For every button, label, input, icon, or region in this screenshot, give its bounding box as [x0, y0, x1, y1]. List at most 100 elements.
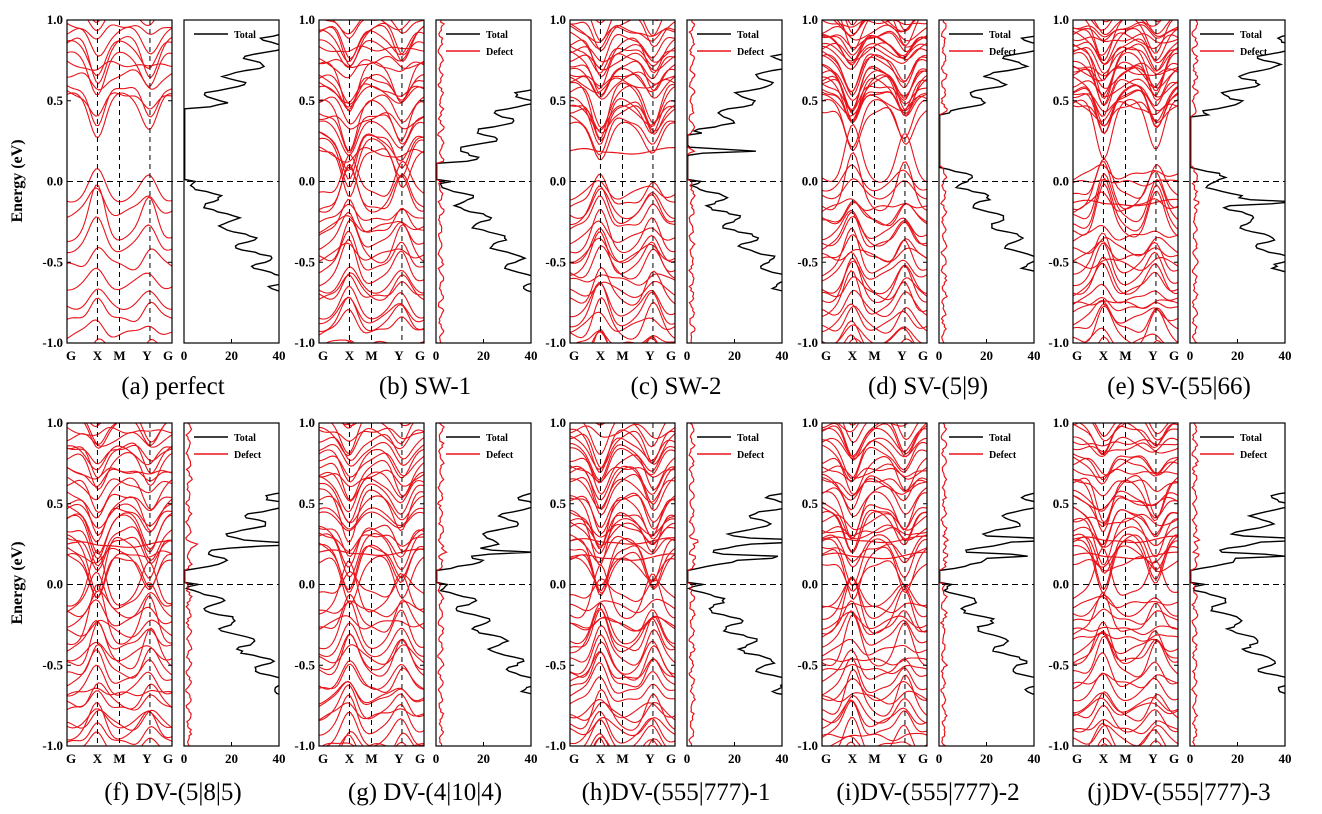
legend-defect-label: Defect: [234, 450, 262, 461]
y-tick-label: -0.5: [1048, 657, 1069, 672]
defect-level: [1073, 198, 1178, 207]
total-dos-curve: [939, 492, 1034, 696]
legend-defect-label: Defect: [989, 450, 1017, 461]
conduction-band: [570, 518, 675, 538]
dos-tick-label: 40: [525, 751, 538, 766]
panel-caption: (a) perfect: [121, 373, 224, 400]
conduction-band: [570, 0, 675, 17]
conduction-band: [319, 0, 424, 19]
y-tick-label: -1.0: [1048, 738, 1069, 753]
conduction-band: [1073, 436, 1178, 458]
dos-tick-label: 40: [273, 348, 286, 363]
panel-caption: (h)DV-(555|777)-1: [582, 779, 771, 806]
dos-tick-label: 40: [1028, 348, 1041, 363]
k-label: Y: [897, 751, 907, 766]
y-tick-label: -0.5: [42, 254, 63, 269]
conduction-band: [836, 20, 915, 37]
valence-band: [319, 272, 424, 301]
valence-band: [570, 698, 675, 719]
legend-total-label: Total: [486, 433, 508, 444]
y-tick-label: -1.0: [1048, 335, 1069, 350]
conduction-band: [837, 423, 909, 433]
y-tick-label: 1.0: [550, 12, 566, 27]
dos-tick-label: 40: [273, 751, 286, 766]
conduction-band: [67, 442, 172, 479]
dos-tick-label: 0: [433, 348, 440, 363]
y-tick-label: -0.5: [797, 657, 818, 672]
valence-band: [570, 180, 675, 201]
valence-band: [583, 719, 667, 746]
conduction-band: [822, 423, 927, 461]
y-tick-label: -1.0: [545, 335, 566, 350]
conduction-band: [570, 50, 675, 90]
valence-band: [570, 661, 675, 697]
conduction-band: [570, 509, 675, 566]
y-tick-label: 0.5: [802, 93, 819, 108]
conduction-band: [319, 55, 424, 70]
conduction-band: [319, 459, 424, 502]
conduction-band: [319, 426, 424, 457]
y-tick-label: 0.0: [299, 174, 315, 189]
conduction-band: [582, 423, 667, 455]
valence-band: [822, 270, 927, 318]
valence-band: [67, 619, 172, 652]
valence-band: [574, 330, 675, 343]
y-tick-label: -1.0: [797, 335, 818, 350]
conduction-band: [822, 42, 927, 61]
legend-defect-label: Defect: [989, 47, 1017, 58]
conduction-band: [1073, 404, 1178, 413]
valence-band: [593, 736, 663, 746]
k-label: G: [1072, 348, 1082, 363]
conduction-band: [1073, 0, 1178, 18]
panel-caption: (d) SV-(5|9): [868, 373, 988, 400]
k-label: G: [569, 348, 579, 363]
conduction-band: [1073, 84, 1178, 135]
dos-tick-label: 0: [684, 751, 691, 766]
conduction-band: [67, 426, 172, 437]
panel-caption: (j)DV-(555|777)-3: [1087, 779, 1270, 806]
valence-band: [1073, 718, 1178, 735]
valence-band: [570, 701, 675, 724]
legend-total-label: Total: [1240, 433, 1262, 444]
legend-total-label: Total: [737, 30, 759, 41]
panel-f: 1.00.50.0-0.5-1.0G X M Y G 0 20 40TotalDefect(f…: [42, 415, 286, 806]
valence-band: [319, 274, 424, 301]
y-tick-label: 1.0: [802, 415, 818, 430]
y-tick-label: 0.0: [802, 174, 818, 189]
conduction-band: [570, 447, 675, 484]
panel-e: 1.00.50.0-0.5-1.0G X M Y G 0 20 40TotalDefect(e…: [1048, 0, 1291, 400]
y-tick-label: 0.0: [550, 577, 566, 592]
dos-tick-label: 20: [728, 348, 741, 363]
legend-total-label: Total: [737, 433, 759, 444]
conduction-band: [1073, 534, 1178, 574]
conduction-band: [822, 98, 927, 148]
conduction-band: [319, 57, 424, 79]
k-label: G: [821, 348, 831, 363]
k-label: M: [616, 348, 628, 363]
y-axis-label-top: Energy (eV): [9, 139, 26, 222]
y-tick-label: 1.0: [299, 415, 315, 430]
y-tick-label: 0.0: [47, 577, 63, 592]
dos-tick-label: 0: [181, 348, 188, 363]
legend-defect-label: Defect: [1240, 450, 1268, 461]
panel-h: 1.00.50.0-0.5-1.0G X M Y G 0 20 40TotalDefect(h…: [545, 415, 788, 806]
conduction-band: [319, 113, 424, 153]
valence-band: [822, 209, 927, 241]
valence-band: [822, 324, 923, 343]
y-tick-label: 0.5: [299, 496, 316, 511]
y-tick-label: 0.0: [802, 577, 818, 592]
k-label: X: [93, 348, 103, 363]
y-tick-label: -1.0: [42, 335, 63, 350]
k-label: X: [345, 751, 355, 766]
total-dos-curve: [184, 33, 279, 292]
k-label: X: [93, 751, 103, 766]
conduction-band: [67, 477, 172, 514]
panel-caption: (b) SW-1: [379, 373, 471, 400]
valence-band: [340, 730, 415, 746]
valence-band: [67, 319, 172, 339]
y-tick-label: 0.5: [550, 496, 567, 511]
valence-band: [319, 296, 424, 325]
conduction-band: [570, 96, 675, 146]
y-tick-label: 0.5: [47, 496, 64, 511]
y-tick-label: -0.5: [42, 657, 63, 672]
